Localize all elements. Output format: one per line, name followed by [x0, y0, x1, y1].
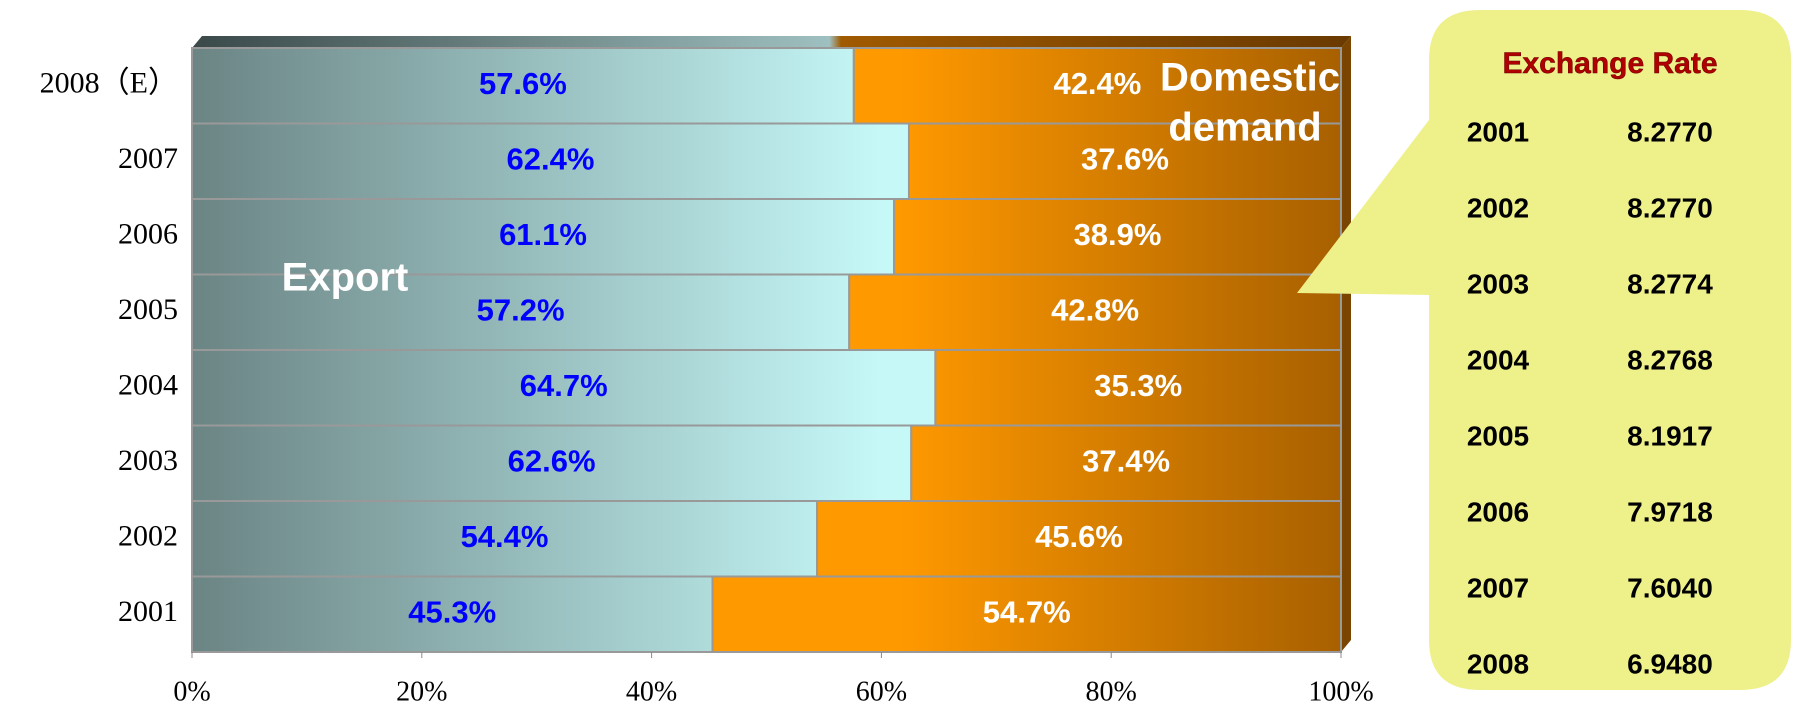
callout-bubble: [1297, 10, 1791, 690]
annotation: demand: [1168, 106, 1321, 150]
bar-segment: [816, 500, 1342, 578]
value-label: 62.6%: [508, 443, 596, 478]
bar-top-face: [192, 36, 1351, 48]
y-tick-label: 2007: [118, 142, 178, 175]
annotation: Domestic: [1160, 56, 1340, 100]
callout-rate: 8.1917: [1627, 420, 1713, 451]
callout-year: 2005: [1467, 420, 1529, 451]
value-label: 37.6%: [1081, 141, 1169, 176]
x-tick-label: 40%: [626, 676, 677, 707]
value-label: 61.1%: [499, 217, 587, 252]
bar-segment: [191, 575, 714, 653]
bar-segment: [852, 47, 1342, 125]
y-tick-label: 2006: [118, 218, 178, 251]
bar-segment: [191, 122, 910, 200]
value-label: 35.3%: [1094, 368, 1182, 403]
value-label: 45.6%: [1035, 519, 1123, 554]
callout-rate: 7.9718: [1627, 496, 1713, 527]
bar-segment: [191, 349, 937, 427]
callout-rate: 8.2768: [1627, 344, 1713, 375]
value-label: 37.4%: [1082, 443, 1170, 478]
x-tick-label: 100%: [1308, 676, 1373, 707]
x-tick-label: 60%: [856, 676, 907, 707]
y-tick-label: 2002: [118, 520, 178, 553]
callout-rate: 8.2770: [1627, 192, 1713, 223]
value-label: 57.2%: [477, 292, 565, 327]
callout-year: 2001: [1467, 116, 1529, 147]
callout-title: Exchange Rate: [1502, 47, 1717, 80]
x-tick-label: 0%: [173, 676, 210, 707]
x-tick-label: 20%: [396, 676, 447, 707]
y-tick-label: 2004: [118, 369, 178, 402]
callout-year: 2006: [1467, 496, 1529, 527]
value-label: 54.4%: [461, 519, 549, 554]
bar-segment: [191, 424, 913, 502]
bar-segment: [191, 273, 851, 351]
bar-side-face: [1341, 36, 1351, 652]
y-tick-label: 2008（E）: [40, 67, 178, 100]
value-label: 38.9%: [1074, 217, 1162, 252]
callout-rate: 8.2774: [1627, 268, 1713, 299]
value-label: 57.6%: [479, 66, 567, 101]
callout-year: 2008: [1467, 648, 1529, 679]
y-tick-label: 2005: [118, 293, 178, 326]
x-tick-label: 80%: [1086, 676, 1137, 707]
value-label: 64.7%: [520, 368, 608, 403]
callout-year: 2003: [1467, 268, 1529, 299]
y-tick-label: 2003: [118, 444, 178, 477]
bar-segment: [910, 424, 1342, 502]
bar-segment: [848, 273, 1343, 351]
callout-year: 2007: [1467, 572, 1529, 603]
value-label: 45.3%: [408, 594, 496, 629]
callout-year: 2002: [1467, 192, 1529, 223]
value-label: 54.7%: [983, 594, 1071, 629]
callout-rate: 6.9480: [1627, 648, 1713, 679]
bar-segment: [893, 198, 1342, 276]
callout-rate: 7.6040: [1627, 572, 1713, 603]
callout-year: 2004: [1467, 344, 1530, 375]
y-tick-label: 2001: [118, 595, 178, 628]
annotation: Export: [282, 256, 409, 300]
value-label: 62.4%: [507, 141, 595, 176]
bar-segment: [711, 575, 1342, 653]
value-label: 42.4%: [1053, 66, 1141, 101]
value-label: 42.8%: [1051, 292, 1139, 327]
bar-segment: [934, 349, 1342, 427]
callout-rate: 8.2770: [1627, 116, 1713, 147]
